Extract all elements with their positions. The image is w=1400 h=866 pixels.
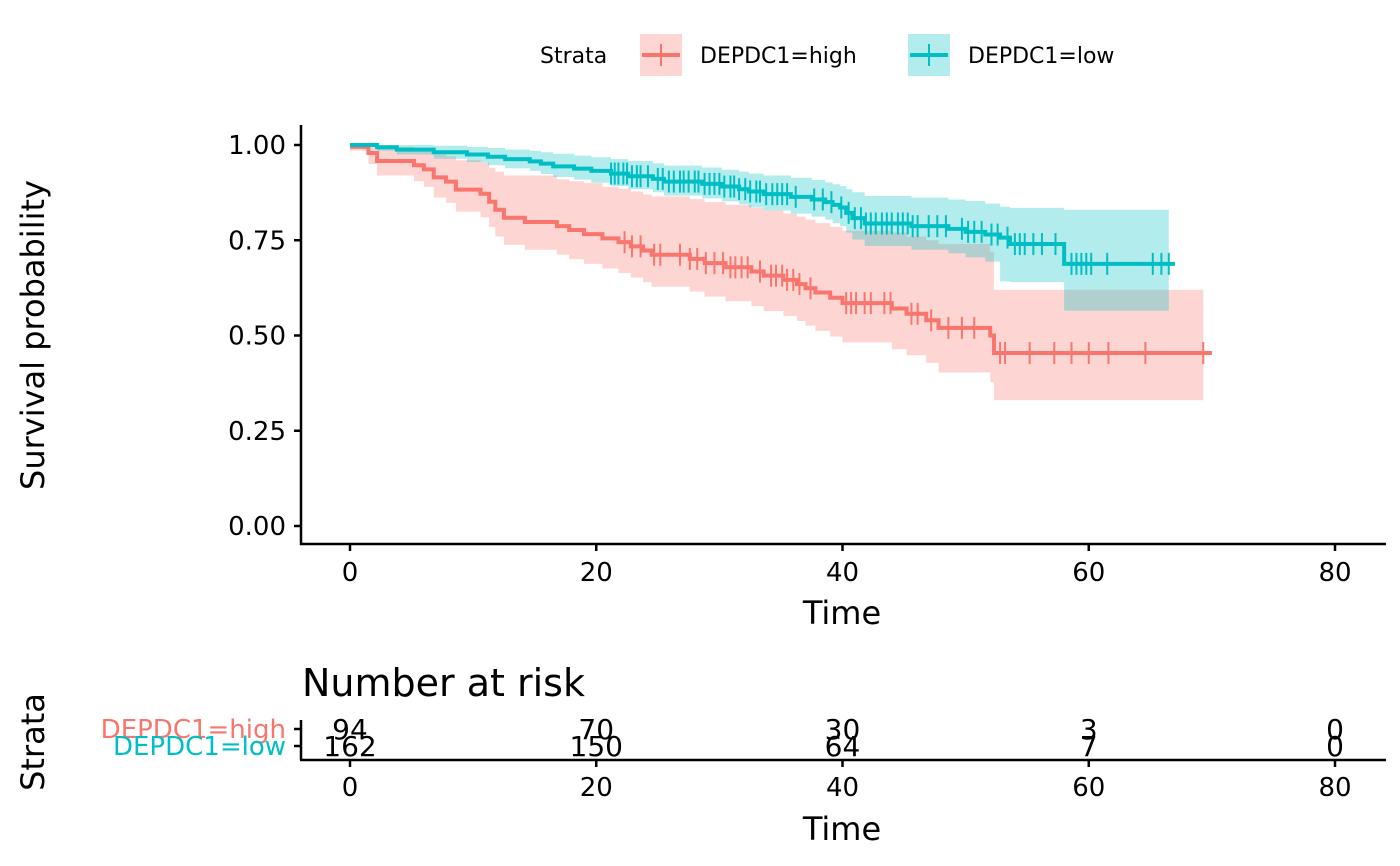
y-tick-label: 1.00	[228, 131, 286, 161]
y-tick-label: 0.25	[228, 417, 286, 447]
risk-count-low: 7	[1080, 730, 1098, 763]
risk-x-axis-ticks: 0 20 40 60 80	[342, 760, 1352, 803]
x-tick-label: 40	[826, 773, 859, 803]
risk-count-high: 0	[1326, 713, 1344, 746]
risk-count-low: 150	[570, 730, 623, 763]
legend-item-high[interactable]: DEPDC1=high	[640, 34, 857, 76]
y-tick-label: 0.00	[228, 512, 286, 542]
x-tick-label: 20	[580, 773, 613, 803]
risk-strata-label-high: DEPDC1=high	[101, 715, 286, 745]
risk-count-high: 30	[825, 713, 861, 746]
risk-table-title: Number at risk	[302, 661, 585, 705]
x-tick-label: 80	[1318, 773, 1351, 803]
risk-count-low: 162	[323, 730, 376, 763]
x-axis-title: Time	[802, 594, 881, 632]
legend-item-low[interactable]: DEPDC1=low	[908, 34, 1114, 76]
legend-label-high: DEPDC1=high	[700, 44, 857, 69]
x-tick-label: 60	[1072, 558, 1105, 588]
x-tick-label: 20	[580, 558, 613, 588]
ci-band-low	[350, 145, 1169, 311]
y-tick-label: 0.50	[228, 322, 286, 352]
x-tick-label: 80	[1318, 558, 1351, 588]
risk-table-y-title: Strata	[14, 693, 52, 791]
risk-count-low: 0	[1326, 730, 1344, 763]
survival-plot: 0.00 0.25 0.50 0.75 1.00 0 20 40 60 80 Time Surv…	[14, 125, 1386, 632]
x-axis-ticks: 0 20 40 60 80	[342, 544, 1352, 588]
y-tick-label: 0.75	[228, 226, 286, 256]
x-tick-label: 0	[342, 558, 359, 588]
legend-title: Strata	[540, 44, 607, 69]
y-axis-ticks: 0.00 0.25 0.50 0.75 1.00	[228, 131, 301, 542]
censor-marks	[610, 162, 1205, 365]
legend-label-low: DEPDC1=low	[968, 44, 1114, 69]
risk-count-low: 64	[825, 730, 861, 763]
survival-curve-high	[350, 144, 1212, 356]
risk-x-axis-title: Time	[802, 810, 881, 848]
risk-count-high: 70	[578, 713, 614, 746]
y-axis-title: Survival probability	[14, 180, 52, 490]
legend: Strata DEPDC1=high DEPDC1=low	[540, 34, 1114, 76]
risk-count-high: 3	[1080, 713, 1098, 746]
risk-count-high: 94	[332, 713, 368, 746]
x-tick-label: 0	[342, 773, 359, 803]
risk-table: Number at risk Strata DEPDC1=high 94 70 30 3…	[14, 661, 1386, 848]
x-tick-label: 40	[826, 558, 859, 588]
x-tick-label: 60	[1072, 773, 1105, 803]
risk-strata-label-low: DEPDC1=low	[113, 732, 286, 762]
